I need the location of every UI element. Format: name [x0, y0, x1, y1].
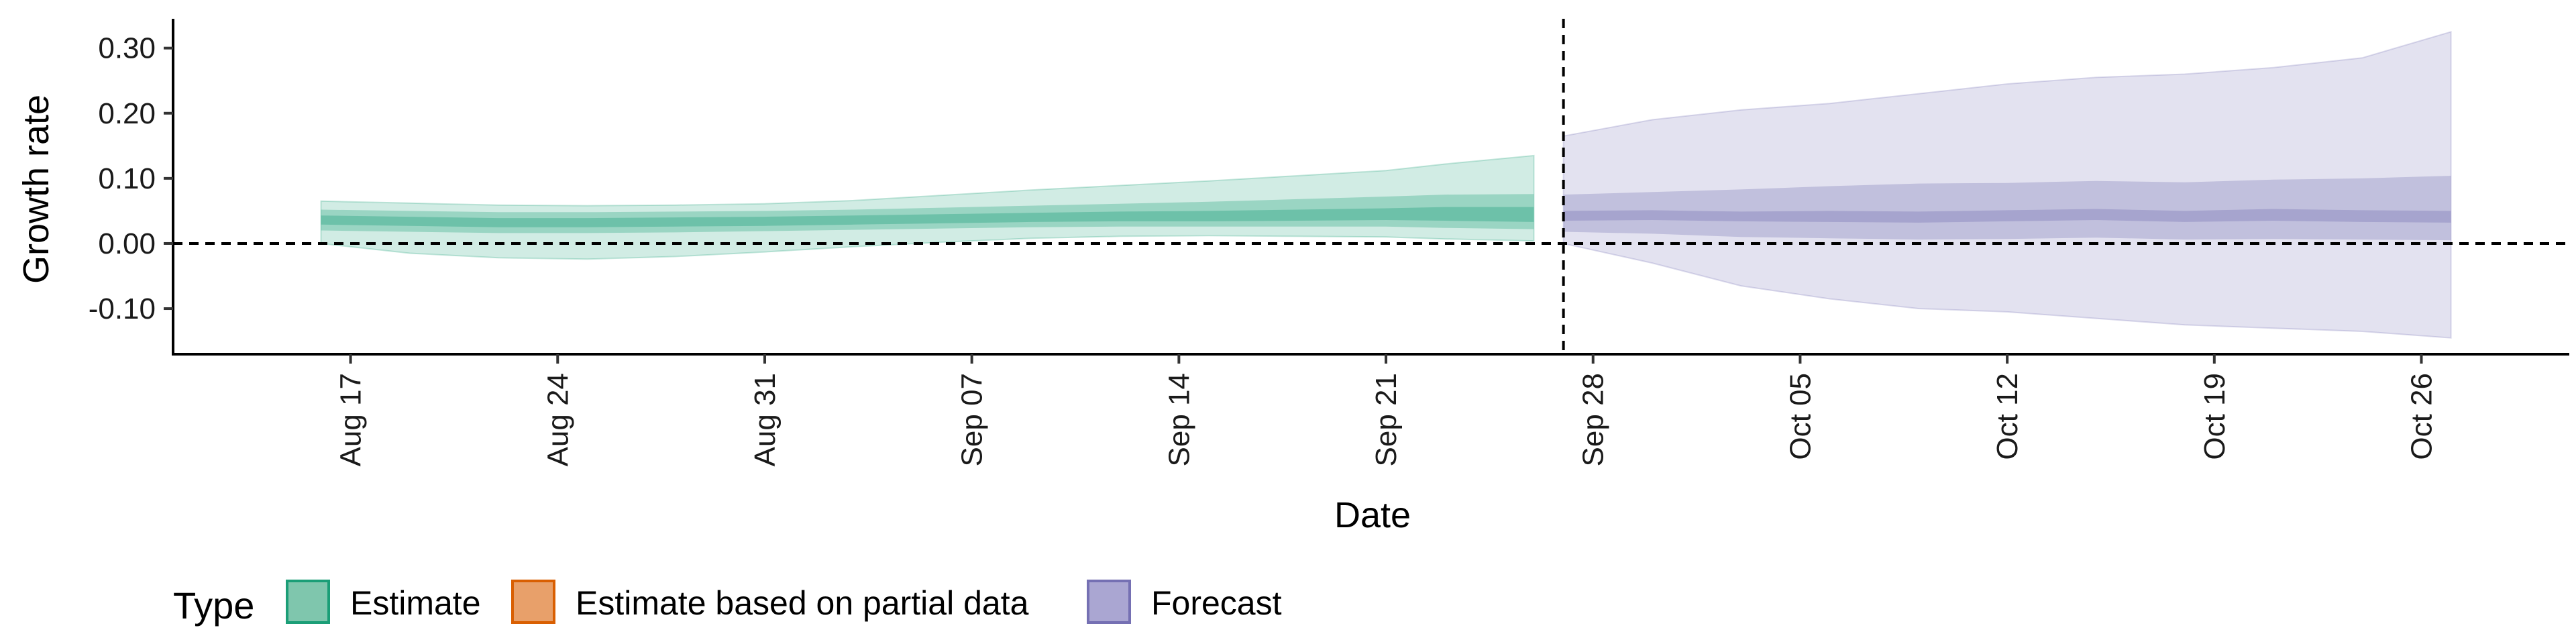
x-tick-label: Sep 14 [1163, 373, 1195, 466]
y-axis-ticks: -0.10 0.00 0.10 0.20 0.30 [89, 32, 173, 325]
axes [172, 19, 2569, 356]
estimate-ribbon-50 [321, 194, 1534, 233]
legend-swatch-estimate-based-on-partial-data [511, 580, 555, 624]
x-tick-label: Sep 21 [1370, 373, 1403, 466]
x-tick-label: Oct 19 [2198, 373, 2231, 460]
forecast-ribbon-50 [1563, 176, 2451, 241]
x-tick-label: Oct 12 [1991, 373, 2024, 460]
y-tick-label: 0.30 [98, 32, 156, 65]
legend: Type Estimate Estimate based on partial d… [173, 580, 1282, 627]
legend-label-forecast: Forecast [1151, 584, 1282, 622]
x-tick-label: Sep 28 [1577, 373, 1610, 466]
reference-lines [173, 19, 2569, 354]
forecast-ribbon-90 [1562, 31, 2452, 339]
y-tick-label: 0.10 [98, 162, 156, 195]
x-tick-label: Oct 05 [1784, 373, 1817, 460]
legend-label-estimate: Estimate [350, 584, 481, 622]
legend-swatch-forecast [1087, 580, 1131, 624]
y-tick-label: 0.20 [98, 97, 156, 130]
y-axis-title: Growth rate [16, 95, 56, 284]
x-tick-label: Sep 07 [956, 373, 989, 466]
x-tick-label: Aug 24 [541, 373, 574, 466]
y-tick-label: 0.00 [98, 227, 156, 260]
estimate-ribbon-90 [320, 154, 1535, 260]
legend-swatch-estimate [286, 580, 330, 624]
x-axis-ticks: Aug 17 Aug 24 Aug 31 Sep 07 Sep 14 Sep 21 Sep … [335, 354, 2438, 466]
x-tick-label: Oct 26 [2406, 373, 2438, 460]
ribbon-layer [320, 31, 2452, 339]
estimate-ribbon-20 [321, 207, 1534, 227]
forecast-ribbon-20 [1563, 209, 2451, 223]
legend-items: Estimate Estimate based on partial data Fo… [286, 580, 1282, 624]
x-tick-label: Aug 31 [749, 373, 782, 466]
x-tick-label: Aug 17 [335, 373, 368, 466]
legend-title: Type [173, 584, 254, 627]
x-axis-title: Date [1334, 495, 1411, 535]
y-tick-label: -0.10 [89, 292, 156, 325]
legend-label-estimate-based-on-partial-data: Estimate based on partial data [576, 584, 1029, 622]
